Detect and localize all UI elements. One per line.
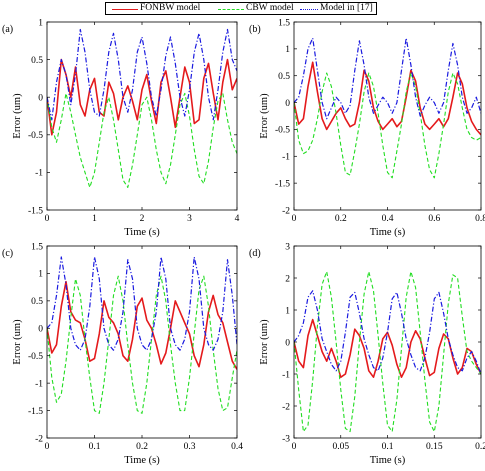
y-tick-label: -2 bbox=[282, 206, 290, 216]
y-axis-label: Error (um) bbox=[12, 93, 23, 139]
y-tick-label: 0 bbox=[285, 99, 290, 109]
y-tick-label: 0.5 bbox=[31, 56, 43, 66]
series-line-fonbw bbox=[47, 58, 237, 136]
series-line-model17 bbox=[294, 290, 481, 375]
x-tick-label: 0.8 bbox=[475, 214, 485, 224]
series-line-fonbw bbox=[294, 61, 481, 136]
plot-frame bbox=[46, 21, 238, 211]
y-tick-label: -1.5 bbox=[275, 179, 290, 189]
x-tick-label: 3 bbox=[187, 214, 192, 224]
x-tick-label: 0.2 bbox=[335, 214, 347, 224]
series-line-model17 bbox=[47, 256, 237, 351]
x-tick-label: 0 bbox=[292, 214, 297, 224]
series-line-fonbw bbox=[47, 280, 237, 370]
y-tick-label: -1 bbox=[282, 153, 290, 163]
y-tick-label: 0 bbox=[38, 325, 43, 335]
y-tick-label: 0.5 bbox=[278, 72, 290, 82]
panel-label: (c) bbox=[2, 248, 13, 259]
y-tick-label: 0.5 bbox=[31, 297, 43, 307]
y-tick-label: -1 bbox=[282, 370, 290, 380]
series-line-model17 bbox=[47, 28, 237, 121]
panel-label: (a) bbox=[2, 24, 13, 35]
x-tick-label: 0.2 bbox=[136, 442, 148, 452]
legend-swatch-fonbw bbox=[112, 9, 138, 10]
y-tick-label: 0 bbox=[38, 94, 43, 104]
x-tick-label: 0.05 bbox=[332, 442, 349, 452]
panel-label: (d) bbox=[249, 248, 261, 259]
y-tick-label: -1 bbox=[35, 379, 43, 389]
x-tick-label: 1 bbox=[92, 214, 97, 224]
y-tick-label: 3 bbox=[285, 242, 290, 252]
x-tick-label: 0.6 bbox=[428, 214, 440, 224]
x-tick-label: 0 bbox=[45, 214, 50, 224]
x-axis-label: Time (s) bbox=[370, 227, 406, 238]
series-line-cbw bbox=[294, 271, 481, 433]
series-line-cbw bbox=[47, 92, 237, 188]
y-axis-label: Error (um) bbox=[259, 93, 270, 139]
y-tick-label: -2 bbox=[35, 434, 43, 444]
series-line-model17 bbox=[294, 37, 481, 120]
y-tick-label: 1 bbox=[38, 270, 43, 280]
series-line-cbw bbox=[47, 275, 237, 414]
x-axis-label: Time (s) bbox=[370, 455, 406, 466]
x-tick-label: 0.1 bbox=[89, 442, 101, 452]
y-tick-label: -1.5 bbox=[28, 206, 43, 216]
panel-d: 0 0.05 0.1 0.15 0.2 -3 -2 -1 0 1 2 3 Time (s) Error (… bbox=[249, 242, 485, 466]
legend-label-model17: Model in [17] bbox=[320, 3, 373, 13]
x-tick-label: 0.2 bbox=[475, 442, 485, 452]
y-tick-label: -0.5 bbox=[275, 126, 290, 136]
y-tick-label: -3 bbox=[282, 434, 290, 444]
y-tick-label: 1 bbox=[285, 306, 290, 316]
y-tick-label: 0 bbox=[285, 338, 290, 348]
x-tick-label: 0.4 bbox=[231, 442, 243, 452]
y-axis-label: Error (um) bbox=[12, 319, 23, 365]
legend-label-cbw: CBW model bbox=[246, 3, 294, 13]
legend-label-fonbw: FONBW model bbox=[140, 3, 201, 13]
y-tick-label: -1 bbox=[35, 169, 43, 179]
panel-c: 0 0.1 0.2 0.3 0.4 -2 -1.5 -1 -0.5 0 0.5 1 1.5 Time (s… bbox=[2, 242, 243, 466]
y-tick-label: 1 bbox=[38, 18, 43, 28]
y-tick-label: 1 bbox=[285, 45, 290, 55]
y-tick-label: -0.5 bbox=[28, 131, 43, 141]
x-tick-label: 0.15 bbox=[426, 442, 443, 452]
series-line-cbw bbox=[294, 72, 481, 179]
x-tick-label: 0 bbox=[45, 442, 50, 452]
y-tick-label: 1.5 bbox=[31, 242, 43, 252]
panel-a: 0 1 2 3 4 -1.5 -1 -0.5 0 0.5 1 Time (s) Error (um) (a… bbox=[2, 18, 240, 238]
y-tick-label: -0.5 bbox=[28, 352, 43, 362]
legend: FONBW model CBW model Model in [17] bbox=[105, 2, 377, 15]
legend-swatch-model17 bbox=[300, 9, 318, 10]
x-axis-label: Time (s) bbox=[124, 227, 160, 238]
x-tick-label: 0 bbox=[292, 442, 297, 452]
panel-label: (b) bbox=[249, 24, 261, 35]
x-tick-label: 0.3 bbox=[184, 442, 196, 452]
y-tick-label: 1.5 bbox=[278, 18, 290, 28]
legend-swatch-cbw bbox=[218, 9, 244, 10]
x-tick-label: 0.1 bbox=[382, 442, 394, 452]
y-tick-label: -2 bbox=[282, 402, 290, 412]
panel-b: 0 0.2 0.4 0.6 0.8 -2 -1.5 -1 -0.5 0 0.5 1 1.5 Time (s… bbox=[249, 18, 485, 238]
x-axis-label: Time (s) bbox=[124, 455, 160, 466]
x-tick-label: 0.4 bbox=[382, 214, 394, 224]
y-tick-label: -1.5 bbox=[28, 407, 43, 417]
x-tick-label: 4 bbox=[235, 214, 240, 224]
y-axis-label: Error (um) bbox=[259, 319, 270, 365]
x-tick-label: 2 bbox=[140, 214, 145, 224]
y-tick-label: 2 bbox=[285, 274, 290, 284]
plot-frame bbox=[46, 245, 238, 439]
